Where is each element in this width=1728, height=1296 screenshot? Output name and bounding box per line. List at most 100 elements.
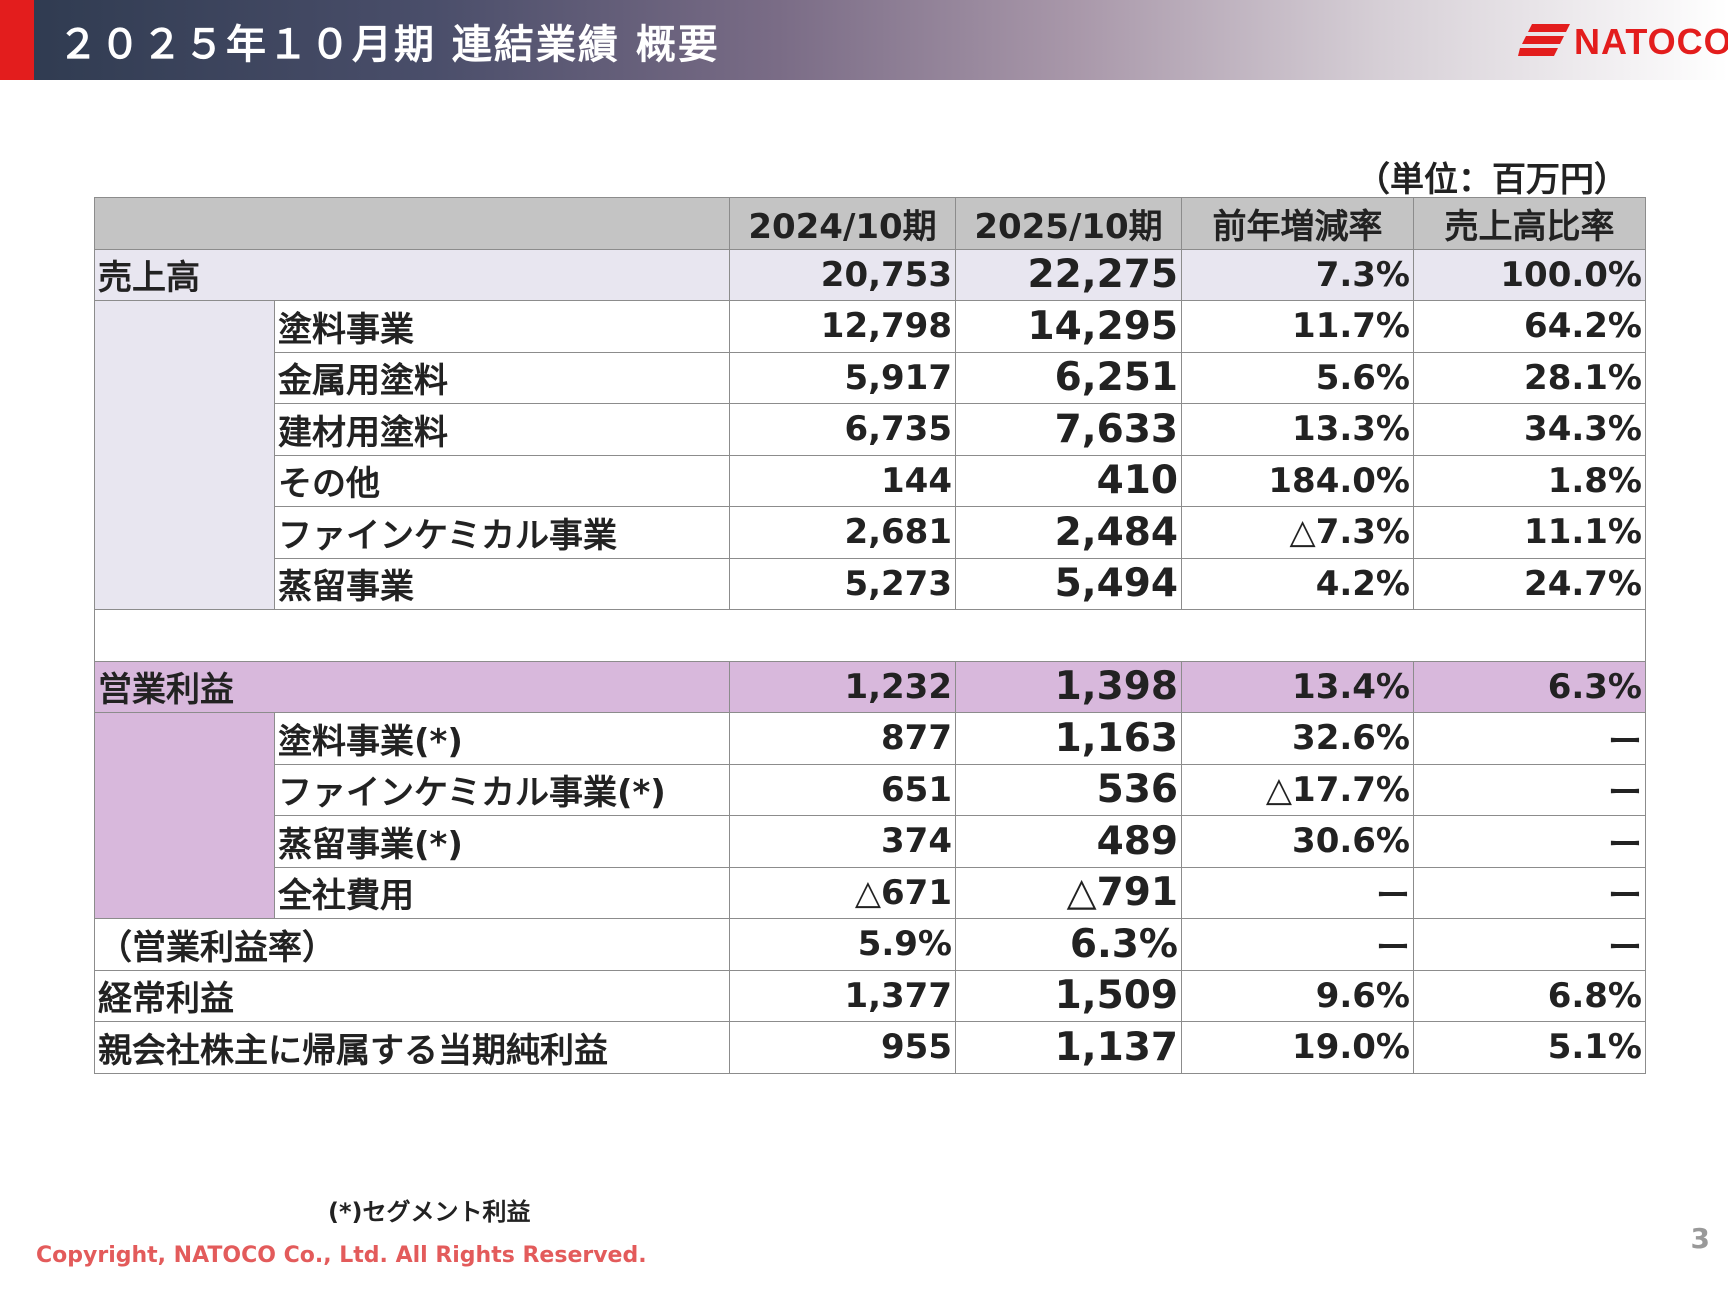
- page-number: 3: [1690, 1222, 1710, 1255]
- value-cell: 955: [729, 1021, 956, 1074]
- value-cell: ー: [1413, 815, 1646, 868]
- value-cell: △791: [955, 866, 1182, 919]
- value-cell: △7.3%: [1181, 506, 1414, 559]
- value-cell: 877: [729, 712, 956, 765]
- value-cell: 5.9%: [729, 918, 956, 971]
- value-cell: 1,163: [955, 712, 1182, 765]
- value-cell: 536: [955, 763, 1182, 816]
- row-label: 全社費用: [274, 866, 730, 919]
- value-cell: 6.3%: [1413, 660, 1646, 713]
- row-label: 塗料事業(*): [274, 712, 730, 765]
- value-cell: 1,509: [955, 969, 1182, 1022]
- value-cell: △17.7%: [1181, 763, 1414, 816]
- table-row: 塗料事業(*) 877 1,163 32.6% ー: [94, 712, 1646, 919]
- table-row: ファインケミカル事業 2,681 2,484 △7.3% 11.1%: [95, 506, 1646, 559]
- row-label: 経常利益: [94, 969, 730, 1022]
- natoco-logo: NATOCO: [1518, 22, 1728, 62]
- table-row: 蒸留事業(*) 374 489 30.6% ー: [95, 815, 1646, 868]
- operating-group-spacer: [94, 712, 275, 919]
- table-row: 経常利益 1,377 1,509 9.6% 6.8%: [94, 969, 1646, 1022]
- value-cell: 9.6%: [1181, 969, 1414, 1022]
- value-cell: 7,633: [955, 403, 1182, 456]
- value-cell: 651: [729, 763, 956, 816]
- row-label: （営業利益率）: [94, 918, 730, 971]
- table-row: ファインケミカル事業(*) 651 536 △17.7% ー: [95, 763, 1646, 816]
- value-cell: 4.2%: [1181, 557, 1414, 610]
- value-cell: 12,798: [729, 300, 956, 353]
- copyright-text: Copyright, NATOCO Co., Ltd. All Rights R…: [36, 1243, 647, 1268]
- value-cell: 13.4%: [1181, 660, 1414, 713]
- value-cell: 1,377: [729, 969, 956, 1022]
- table-row: 塗料事業 12,798 14,295 11.7% 64.2%: [94, 300, 1646, 610]
- table-row: その他 144 410 184.0% 1.8%: [95, 454, 1646, 507]
- table-row: 営業利益 1,232 1,398 13.4% 6.3%: [94, 660, 1646, 713]
- header-cell-yoy: 前年増減率: [1181, 197, 1414, 250]
- row-label: 蒸留事業(*): [274, 815, 730, 868]
- value-cell: 28.1%: [1413, 351, 1646, 404]
- value-cell: 1,398: [955, 660, 1182, 713]
- value-cell: 64.2%: [1413, 300, 1646, 353]
- value-cell: 2,681: [729, 506, 956, 559]
- value-cell: 5.1%: [1413, 1021, 1646, 1074]
- performance-table: 2024/10期 2025/10期 前年増減率 売上高比率 売上高 20,753…: [94, 197, 1646, 1074]
- value-cell: ー: [1413, 763, 1646, 816]
- value-cell: 14,295: [955, 300, 1182, 353]
- header-cell-fy2025: 2025/10期: [955, 197, 1182, 250]
- sales-group-spacer: [94, 300, 275, 610]
- value-cell: ー: [1413, 866, 1646, 919]
- value-cell: 6,251: [955, 351, 1182, 404]
- value-cell: 1,232: [729, 660, 956, 713]
- spacer-cell: [94, 609, 1646, 662]
- table-row: 親会社株主に帰属する当期純利益 955 1,137 19.0% 5.1%: [94, 1021, 1646, 1074]
- row-label: 塗料事業: [274, 300, 730, 353]
- row-label: その他: [274, 454, 730, 507]
- row-label-sales: 売上高: [94, 248, 730, 301]
- row-label: ファインケミカル事業(*): [274, 763, 730, 816]
- value-cell: 6,735: [729, 403, 956, 456]
- value-cell: 144: [729, 454, 956, 507]
- segment-footnote: (*)セグメント利益: [328, 1198, 531, 1226]
- value-cell: ー: [1413, 918, 1646, 971]
- value-cell: ー: [1181, 866, 1414, 919]
- table-spacer-row: [94, 609, 1646, 662]
- table-row: 建材用塗料 6,735 7,633 13.3% 34.3%: [95, 403, 1646, 456]
- value-cell: 5,273: [729, 557, 956, 610]
- value-cell: 22,275: [955, 248, 1182, 301]
- value-cell: 100.0%: [1413, 248, 1646, 301]
- value-cell: 20,753: [729, 248, 956, 301]
- value-cell: 32.6%: [1181, 712, 1414, 765]
- table-row: 全社費用 △671 △791 ー ー: [95, 866, 1646, 919]
- value-cell: 5,917: [729, 351, 956, 404]
- slide-title: ２０２５年１０月期 連結業績 概要: [58, 22, 720, 68]
- value-cell: 24.7%: [1413, 557, 1646, 610]
- table-header-row: 2024/10期 2025/10期 前年増減率 売上高比率: [94, 197, 1646, 250]
- value-cell: 34.3%: [1413, 403, 1646, 456]
- value-cell: ー: [1413, 712, 1646, 765]
- row-label: ファインケミカル事業: [274, 506, 730, 559]
- value-cell: 6.8%: [1413, 969, 1646, 1022]
- slide-header: ２０２５年１０月期 連結業績 概要 NATOCO: [0, 0, 1728, 80]
- logo-text: NATOCO: [1574, 21, 1728, 62]
- value-cell: 5.6%: [1181, 351, 1414, 404]
- value-cell: 2,484: [955, 506, 1182, 559]
- logo-mark-icon: [1518, 24, 1570, 56]
- value-cell: 11.7%: [1181, 300, 1414, 353]
- row-label: 金属用塗料: [274, 351, 730, 404]
- unit-note: （単位：百万円）: [1356, 160, 1628, 200]
- value-cell: 1,137: [955, 1021, 1182, 1074]
- value-cell: 6.3%: [955, 918, 1182, 971]
- row-label-operating-profit: 営業利益: [94, 660, 730, 713]
- value-cell: 184.0%: [1181, 454, 1414, 507]
- value-cell: 410: [955, 454, 1182, 507]
- row-label: 建材用塗料: [274, 403, 730, 456]
- table-row: （営業利益率） 5.9% 6.3% ー ー: [94, 918, 1646, 971]
- value-cell: 13.3%: [1181, 403, 1414, 456]
- value-cell: 11.1%: [1413, 506, 1646, 559]
- value-cell: 374: [729, 815, 956, 868]
- table-row: 蒸留事業 5,273 5,494 4.2% 24.7%: [95, 557, 1646, 610]
- table-row: 売上高 20,753 22,275 7.3% 100.0%: [94, 248, 1646, 301]
- value-cell: 489: [955, 815, 1182, 868]
- header-cell-fy2024: 2024/10期: [729, 197, 956, 250]
- value-cell: 19.0%: [1181, 1021, 1414, 1074]
- value-cell: 1.8%: [1413, 454, 1646, 507]
